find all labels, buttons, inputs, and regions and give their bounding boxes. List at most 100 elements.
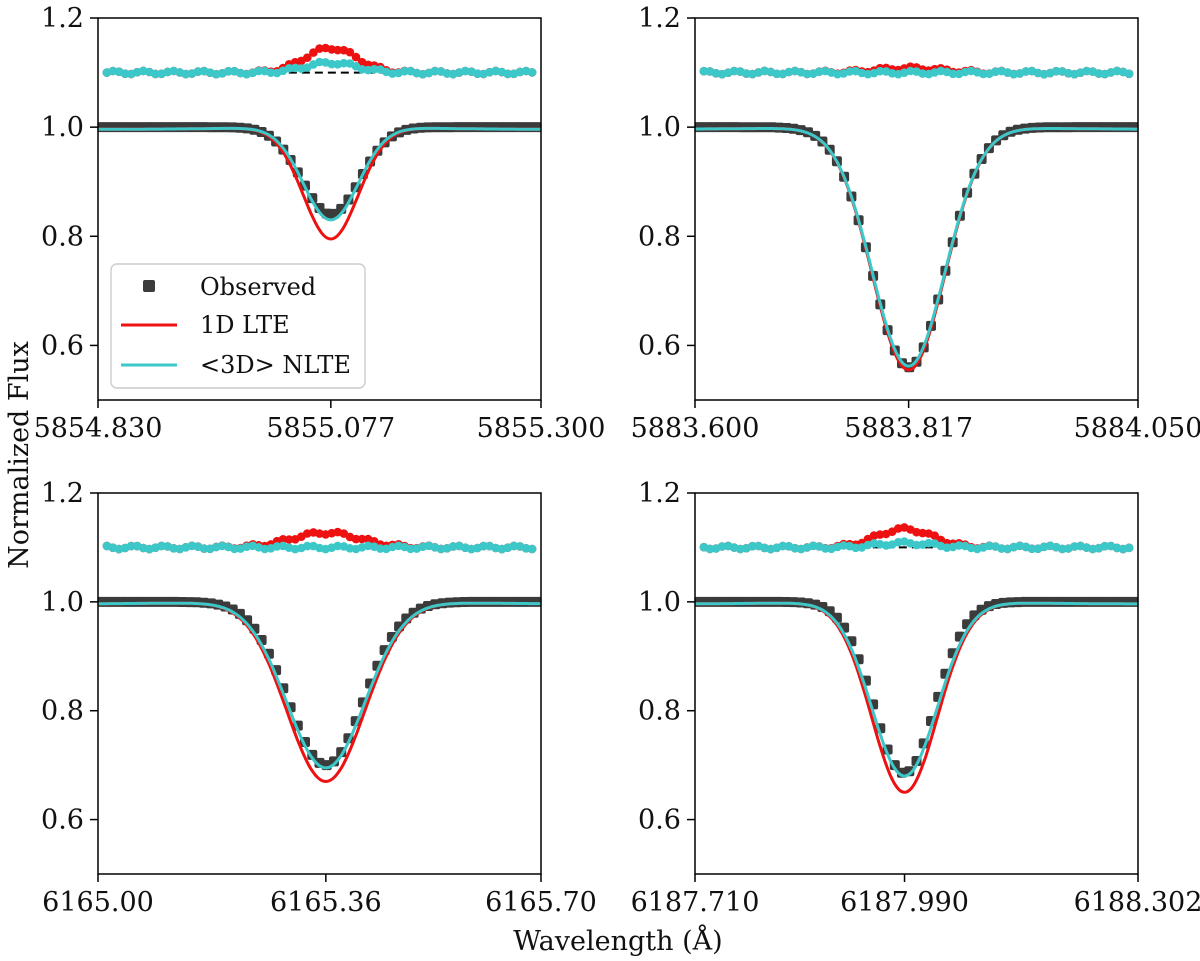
y-tick-label: 0.6 <box>41 805 84 836</box>
y-tick-label: 1.2 <box>638 478 681 509</box>
y-tick-label: 1.2 <box>638 3 681 34</box>
nlte-residual-point <box>327 59 337 69</box>
nlte-model-line <box>98 601 541 770</box>
y-tick-label: 1.2 <box>41 3 84 34</box>
nlte-residual-point <box>126 541 136 551</box>
nlte-residual-point <box>1051 66 1061 76</box>
lte-residual-point <box>303 53 312 62</box>
lte-model-line <box>695 127 1138 372</box>
nlte-residual-point <box>699 66 709 76</box>
y-tick-label: 1.0 <box>41 112 84 143</box>
legend-observed-label: Observed <box>200 273 316 301</box>
y-tick-label: 1.0 <box>638 112 681 143</box>
x-tick-label: 6165.36 <box>270 887 382 918</box>
nlte-residual-point <box>851 543 860 553</box>
panel-4: 0.6 0.8 1.0 1.2 6187.710 6187.990 6188.302 <box>631 478 1200 918</box>
nlte-residual-point <box>875 66 885 76</box>
nlte-residual-point <box>254 66 263 76</box>
nlte-residual-point <box>1124 543 1134 553</box>
x-tick-label: 6187.990 <box>840 887 969 918</box>
nlte-residual-point <box>778 541 788 551</box>
nlte-residual-point <box>303 541 312 551</box>
y-tick-label: 0.8 <box>41 696 84 727</box>
panel-frame <box>694 17 1139 401</box>
x-tick-label: 5855.300 <box>477 413 606 444</box>
lte-residual-point <box>930 531 939 540</box>
x-tick-label: 5854.830 <box>34 413 163 444</box>
nlte-residual-point <box>503 69 513 79</box>
nlte-residual-point <box>979 69 988 79</box>
y-tick-label: 1.0 <box>41 587 84 618</box>
nlte-residual-point <box>199 544 209 553</box>
nlte-model-line <box>695 601 1138 778</box>
panel-frame <box>97 17 542 401</box>
nlte-residual-point <box>315 57 324 67</box>
y-tick-label: 0.6 <box>41 330 84 361</box>
panel-1: 0.6 0.8 1.0 1.2 5854.830 5855.077 5855.300 <box>34 3 606 444</box>
nlte-residual-point <box>1124 69 1134 79</box>
legend-frame <box>110 263 366 389</box>
nlte-residual-point <box>406 544 415 554</box>
lte-residual-point <box>345 47 355 57</box>
nlte-residual-point <box>527 68 537 77</box>
nlte-model-line <box>695 127 1138 368</box>
x-tick-label: 6187.710 <box>631 887 760 918</box>
lte-residual-point <box>918 528 927 538</box>
x-tick-label: 5884.050 <box>1074 413 1200 444</box>
legend-observed-marker <box>143 280 155 292</box>
y-tick-label: 0.6 <box>638 805 681 836</box>
nlte-residual-point <box>1027 544 1037 554</box>
x-tick-label: 5883.600 <box>631 413 760 444</box>
lte-residual-point <box>284 535 294 544</box>
nlte-model-line <box>98 126 541 222</box>
nlte-residual-point <box>1100 541 1110 551</box>
nlte-residual-point <box>284 64 294 73</box>
nlte-residual-point <box>430 66 440 76</box>
nlte-residual-point <box>230 544 239 554</box>
lte-residual-point <box>333 45 343 55</box>
y-tick-label: 1.0 <box>638 587 681 618</box>
nlte-residual-point <box>479 541 488 551</box>
y-axis-title: Normalized Flux <box>4 341 35 569</box>
nlte-residual-point <box>748 541 757 551</box>
lte-residual-point <box>357 534 367 544</box>
nlte-residual-point <box>772 69 782 79</box>
nlte-residual-point <box>802 69 812 79</box>
x-tick-label: 6165.00 <box>42 887 154 918</box>
lte-model-line <box>98 601 541 784</box>
y-tick-label: 0.8 <box>638 696 681 727</box>
nlte-residual-point <box>527 544 537 554</box>
nlte-residual-point <box>948 69 958 79</box>
panel-frame <box>97 492 542 875</box>
lte-residual-point <box>278 535 288 544</box>
y-tick-label: 1.2 <box>41 478 84 509</box>
nlte-residual-point <box>120 69 130 78</box>
lte-residual-point <box>351 534 361 544</box>
nlte-residual-point <box>266 68 276 77</box>
observed-point <box>531 596 542 607</box>
observed-point <box>329 756 339 767</box>
nlte-residual-point <box>705 544 715 554</box>
nlte-residual-point <box>369 64 379 74</box>
lte-residual-point <box>309 48 318 57</box>
panel-frame <box>694 492 1139 875</box>
y-tick-label: 0.6 <box>638 330 681 361</box>
panel-3: 0.6 0.8 1.0 1.2 6165.00 6165.36 6165.70 <box>41 478 597 918</box>
nlte-residual-point <box>224 67 233 76</box>
x-tick-label: 5883.817 <box>844 413 973 444</box>
y-tick-label: 0.8 <box>638 221 681 252</box>
nlte-residual-point <box>376 544 385 553</box>
lte-model-line <box>98 126 541 241</box>
nlte-residual-point <box>1058 544 1067 554</box>
nlte-residual-point <box>151 69 160 79</box>
nlte-residual-point <box>339 58 349 68</box>
x-axis-title: Wavelength (Å) <box>513 924 722 957</box>
legend-lte-label: 1D LTE <box>200 311 290 339</box>
panel-2: 0.6 0.8 1.0 1.2 5883.600 5883.817 5884.050 <box>631 3 1200 444</box>
legend: Observed 1D LTE <3D> NLTE <box>110 263 366 389</box>
x-tick-label: 5855.077 <box>266 413 395 444</box>
y-tick-label: 0.8 <box>41 221 84 252</box>
nlte-residual-point <box>400 66 409 76</box>
